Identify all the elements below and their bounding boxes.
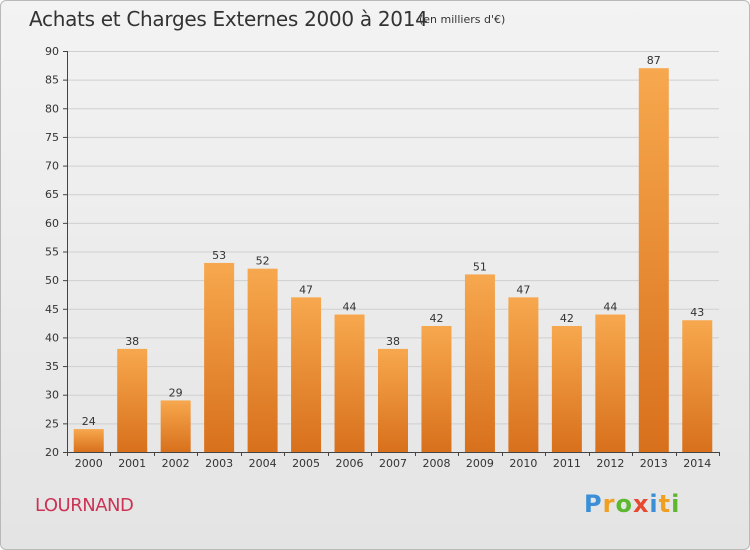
bar bbox=[160, 400, 191, 452]
y-tick-label: 80 bbox=[45, 102, 59, 115]
x-tick-label: 2008 bbox=[422, 457, 450, 470]
logo-letter: t bbox=[658, 490, 672, 518]
bar bbox=[508, 297, 539, 452]
y-tick-label: 40 bbox=[45, 331, 59, 344]
x-tick-label: 2005 bbox=[292, 457, 320, 470]
x-tick-label: 2012 bbox=[596, 457, 624, 470]
data-label: 38 bbox=[125, 335, 139, 348]
y-tick-label: 45 bbox=[45, 303, 59, 316]
x-tick-label: 2004 bbox=[249, 457, 277, 470]
chart-title: Achats et Charges Externes 2000 à 2014 bbox=[29, 7, 428, 31]
x-tick-label: 2014 bbox=[683, 457, 711, 470]
y-tick-label: 20 bbox=[45, 446, 59, 459]
y-tick-label: 90 bbox=[45, 45, 59, 58]
labels: 20 25 30 35 40 45 50 55 60 65 70 75 80 85 90 24 2000 38 20… bbox=[45, 45, 711, 470]
x-tick-label: 2003 bbox=[205, 457, 233, 470]
logo-letter: r bbox=[602, 490, 616, 518]
data-label: 43 bbox=[690, 306, 704, 319]
bar bbox=[334, 314, 365, 452]
data-label: 47 bbox=[299, 283, 313, 296]
bar bbox=[595, 314, 626, 452]
chart-subtitle: (en milliers d'€) bbox=[419, 13, 506, 26]
y-tick-label: 30 bbox=[45, 389, 59, 402]
x-tick-label: 2002 bbox=[162, 457, 190, 470]
data-label: 42 bbox=[429, 312, 443, 325]
bar bbox=[638, 68, 669, 452]
bar bbox=[73, 429, 104, 452]
bar bbox=[682, 320, 713, 452]
logo-letter: x bbox=[632, 490, 650, 518]
x-tick-label: 2013 bbox=[640, 457, 668, 470]
data-label: 53 bbox=[212, 249, 226, 262]
data-label: 47 bbox=[516, 283, 530, 296]
data-label: 51 bbox=[473, 260, 487, 273]
commune-name: LOURNAND bbox=[35, 495, 134, 516]
y-tick-label: 70 bbox=[45, 160, 59, 173]
bar bbox=[204, 262, 235, 452]
x-tick-label: 2007 bbox=[379, 457, 407, 470]
axes bbox=[63, 51, 720, 456]
x-tick-label: 2000 bbox=[75, 457, 103, 470]
x-tick-label: 2011 bbox=[553, 457, 581, 470]
y-tick-label: 85 bbox=[45, 74, 59, 87]
data-label: 52 bbox=[256, 255, 270, 268]
y-tick-label: 35 bbox=[45, 360, 59, 373]
y-tick-label: 65 bbox=[45, 188, 59, 201]
y-tick-label: 25 bbox=[45, 417, 59, 430]
y-tick-label: 50 bbox=[45, 274, 59, 287]
bars bbox=[73, 68, 713, 452]
logo-letter: i bbox=[671, 490, 681, 518]
data-label: 42 bbox=[560, 312, 574, 325]
data-label: 87 bbox=[647, 54, 661, 67]
y-tick-label: 75 bbox=[45, 131, 59, 144]
x-tick-label: 2009 bbox=[466, 457, 494, 470]
bar bbox=[117, 348, 148, 452]
data-label: 38 bbox=[386, 335, 400, 348]
x-tick-label: 2006 bbox=[336, 457, 364, 470]
bar bbox=[464, 274, 495, 452]
x-tick-label: 2001 bbox=[118, 457, 146, 470]
y-tick-label: 60 bbox=[45, 217, 59, 230]
data-label: 44 bbox=[603, 301, 617, 314]
bar bbox=[421, 325, 452, 452]
bar bbox=[551, 325, 582, 452]
logo-letter: o bbox=[615, 490, 633, 518]
data-label: 24 bbox=[82, 415, 96, 428]
bar bbox=[247, 268, 278, 452]
bar bbox=[291, 297, 322, 452]
logo-letter: P bbox=[584, 490, 603, 518]
data-label: 44 bbox=[343, 301, 357, 314]
x-tick-label: 2010 bbox=[509, 457, 537, 470]
y-tick-label: 55 bbox=[45, 246, 59, 259]
logo-letter: i bbox=[649, 490, 659, 518]
bar bbox=[378, 348, 408, 452]
data-label: 29 bbox=[169, 386, 183, 399]
proxiti-logo: Proxiti bbox=[584, 490, 680, 518]
